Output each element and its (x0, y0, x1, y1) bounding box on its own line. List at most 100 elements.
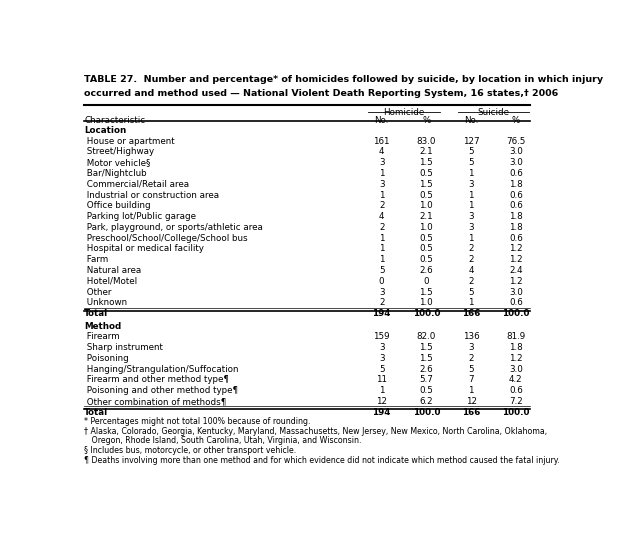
Text: 0.6: 0.6 (509, 201, 522, 210)
Text: No.: No. (464, 116, 478, 125)
Text: 2: 2 (379, 223, 385, 232)
Text: 1.5: 1.5 (419, 158, 433, 167)
Text: 194: 194 (372, 309, 391, 318)
Text: 3.0: 3.0 (509, 148, 522, 156)
Text: 0.6: 0.6 (509, 191, 522, 200)
Text: No.: No. (374, 116, 389, 125)
Text: 161: 161 (374, 137, 390, 145)
Text: 3: 3 (469, 343, 474, 352)
Text: 2.6: 2.6 (420, 266, 433, 275)
Text: 0.5: 0.5 (419, 191, 433, 200)
Text: Parking lot/Public garage: Parking lot/Public garage (84, 212, 196, 221)
Text: Natural area: Natural area (84, 266, 142, 275)
Text: 1.5: 1.5 (419, 354, 433, 363)
Text: 81.9: 81.9 (506, 332, 526, 341)
Text: 5: 5 (469, 365, 474, 374)
Text: 1: 1 (379, 386, 385, 395)
Text: 76.5: 76.5 (506, 137, 526, 145)
Text: 0.5: 0.5 (419, 234, 433, 243)
Text: Sharp instrument: Sharp instrument (84, 343, 163, 352)
Text: Other: Other (84, 288, 112, 296)
Text: 3: 3 (469, 212, 474, 221)
Text: Unknown: Unknown (84, 298, 127, 307)
Text: 5: 5 (469, 148, 474, 156)
Text: 100.0: 100.0 (413, 309, 440, 318)
Text: 2: 2 (379, 201, 385, 210)
Text: Firearm: Firearm (84, 332, 120, 341)
Text: %: % (512, 116, 520, 125)
Text: TABLE 27.  Number and percentage* of homicides followed by suicide, by location : TABLE 27. Number and percentage* of homi… (84, 75, 603, 84)
Text: occurred and method used — National Violent Death Reporting System, 16 states,† : occurred and method used — National Viol… (84, 89, 558, 98)
Text: Farm: Farm (84, 255, 108, 264)
Text: 7: 7 (469, 376, 474, 384)
Text: Commercial/Retail area: Commercial/Retail area (84, 180, 189, 189)
Text: Firearm and other method type¶: Firearm and other method type¶ (84, 376, 229, 384)
Text: 4: 4 (469, 266, 474, 275)
Text: 194: 194 (372, 408, 391, 417)
Text: 5.7: 5.7 (419, 376, 433, 384)
Text: 2.4: 2.4 (509, 266, 522, 275)
Text: Bar/Nightclub: Bar/Nightclub (84, 169, 147, 178)
Text: 127: 127 (463, 137, 479, 145)
Text: 2.1: 2.1 (420, 212, 433, 221)
Text: 5: 5 (469, 158, 474, 167)
Text: 1.2: 1.2 (509, 255, 522, 264)
Text: 3: 3 (379, 288, 385, 296)
Text: 100.0: 100.0 (502, 309, 529, 318)
Text: 11: 11 (376, 376, 387, 384)
Text: 0.5: 0.5 (419, 386, 433, 395)
Text: ¶ Deaths involving more than one method and for which evidence did not indicate : ¶ Deaths involving more than one method … (84, 456, 560, 465)
Text: 0.5: 0.5 (419, 244, 433, 254)
Text: 2: 2 (379, 298, 385, 307)
Text: 2: 2 (469, 244, 474, 254)
Text: Preschool/School/College/School bus: Preschool/School/College/School bus (84, 234, 247, 243)
Text: 1.2: 1.2 (509, 277, 522, 286)
Text: Total: Total (84, 408, 108, 417)
Text: 3.0: 3.0 (509, 158, 522, 167)
Text: 3.0: 3.0 (509, 365, 522, 374)
Text: 82.0: 82.0 (417, 332, 436, 341)
Text: Hotel/Motel: Hotel/Motel (84, 277, 137, 286)
Text: 83.0: 83.0 (417, 137, 436, 145)
Text: Homicide: Homicide (383, 108, 424, 117)
Text: 1.8: 1.8 (509, 223, 522, 232)
Text: 0.6: 0.6 (509, 234, 522, 243)
Text: 1.2: 1.2 (509, 244, 522, 254)
Text: 0.6: 0.6 (509, 169, 522, 178)
Text: Characteristic: Characteristic (84, 116, 146, 125)
Text: 1.8: 1.8 (509, 212, 522, 221)
Text: 2: 2 (469, 255, 474, 264)
Text: Park, playground, or sports/athletic area: Park, playground, or sports/athletic are… (84, 223, 263, 232)
Text: 136: 136 (463, 332, 479, 341)
Text: 4.2: 4.2 (509, 376, 522, 384)
Text: 4: 4 (379, 212, 385, 221)
Text: 3: 3 (379, 158, 385, 167)
Text: 2.1: 2.1 (420, 148, 433, 156)
Text: Method: Method (84, 322, 121, 330)
Text: 1: 1 (469, 298, 474, 307)
Text: %: % (422, 116, 431, 125)
Text: 12: 12 (465, 397, 477, 406)
Text: Poisoning: Poisoning (84, 354, 129, 363)
Text: 1.8: 1.8 (509, 180, 522, 189)
Text: 1: 1 (379, 244, 385, 254)
Text: 1: 1 (469, 191, 474, 200)
Text: 3.0: 3.0 (509, 288, 522, 296)
Text: 2: 2 (469, 277, 474, 286)
Text: Office building: Office building (84, 201, 151, 210)
Text: House or apartment: House or apartment (84, 137, 175, 145)
Text: Poisoning and other method type¶: Poisoning and other method type¶ (84, 386, 238, 395)
Text: Motor vehicle§: Motor vehicle§ (84, 158, 151, 167)
Text: Oregon, Rhode Island, South Carolina, Utah, Virginia, and Wisconsin.: Oregon, Rhode Island, South Carolina, Ut… (84, 436, 362, 445)
Text: 1: 1 (379, 255, 385, 264)
Text: 2.6: 2.6 (420, 365, 433, 374)
Text: 0.5: 0.5 (419, 169, 433, 178)
Text: Street/Highway: Street/Highway (84, 148, 154, 156)
Text: § Includes bus, motorcycle, or other transport vehicle.: § Includes bus, motorcycle, or other tra… (84, 446, 296, 455)
Text: Industrial or construction area: Industrial or construction area (84, 191, 219, 200)
Text: Location: Location (84, 126, 126, 135)
Text: 1.5: 1.5 (419, 288, 433, 296)
Text: 12: 12 (376, 397, 387, 406)
Text: 1: 1 (469, 169, 474, 178)
Text: † Alaska, Colorado, Georgia, Kentucky, Maryland, Massachusetts, New Jersey, New : † Alaska, Colorado, Georgia, Kentucky, M… (84, 427, 547, 436)
